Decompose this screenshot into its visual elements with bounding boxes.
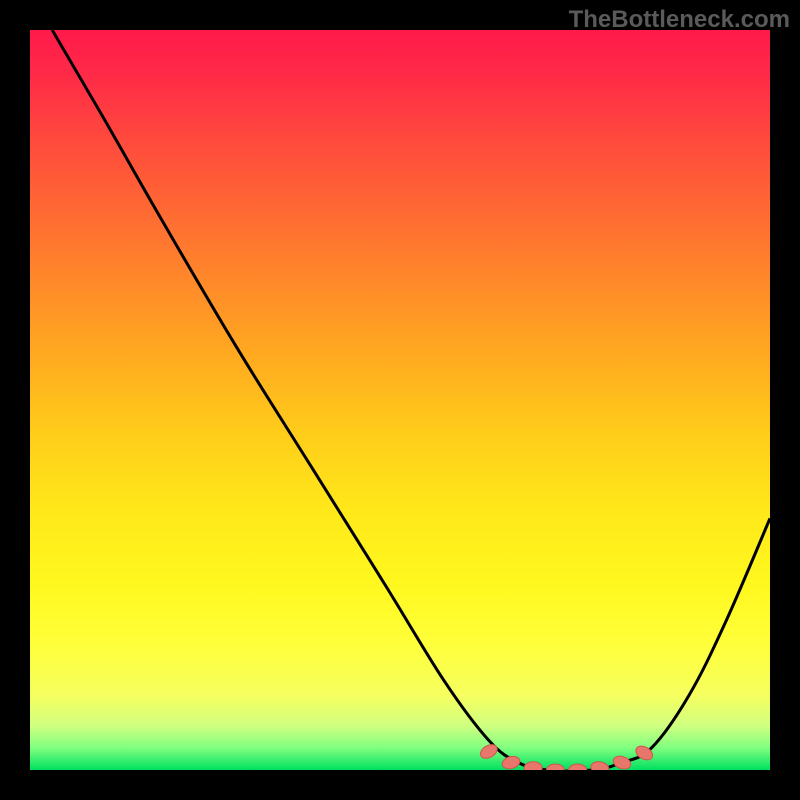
curve-marker (524, 762, 542, 770)
curve-marker (569, 764, 587, 770)
curve-marker (501, 754, 521, 770)
watermark-text: TheBottleneck.com (569, 6, 790, 34)
curve-marker (611, 754, 632, 770)
chart-container: TheBottleneck.com (0, 0, 800, 800)
bottleneck-curve (52, 30, 770, 770)
plot-area (30, 30, 770, 770)
curve-marker (478, 742, 500, 761)
curve-layer (30, 30, 770, 770)
curve-marker (590, 760, 610, 770)
curve-marker (546, 764, 564, 770)
